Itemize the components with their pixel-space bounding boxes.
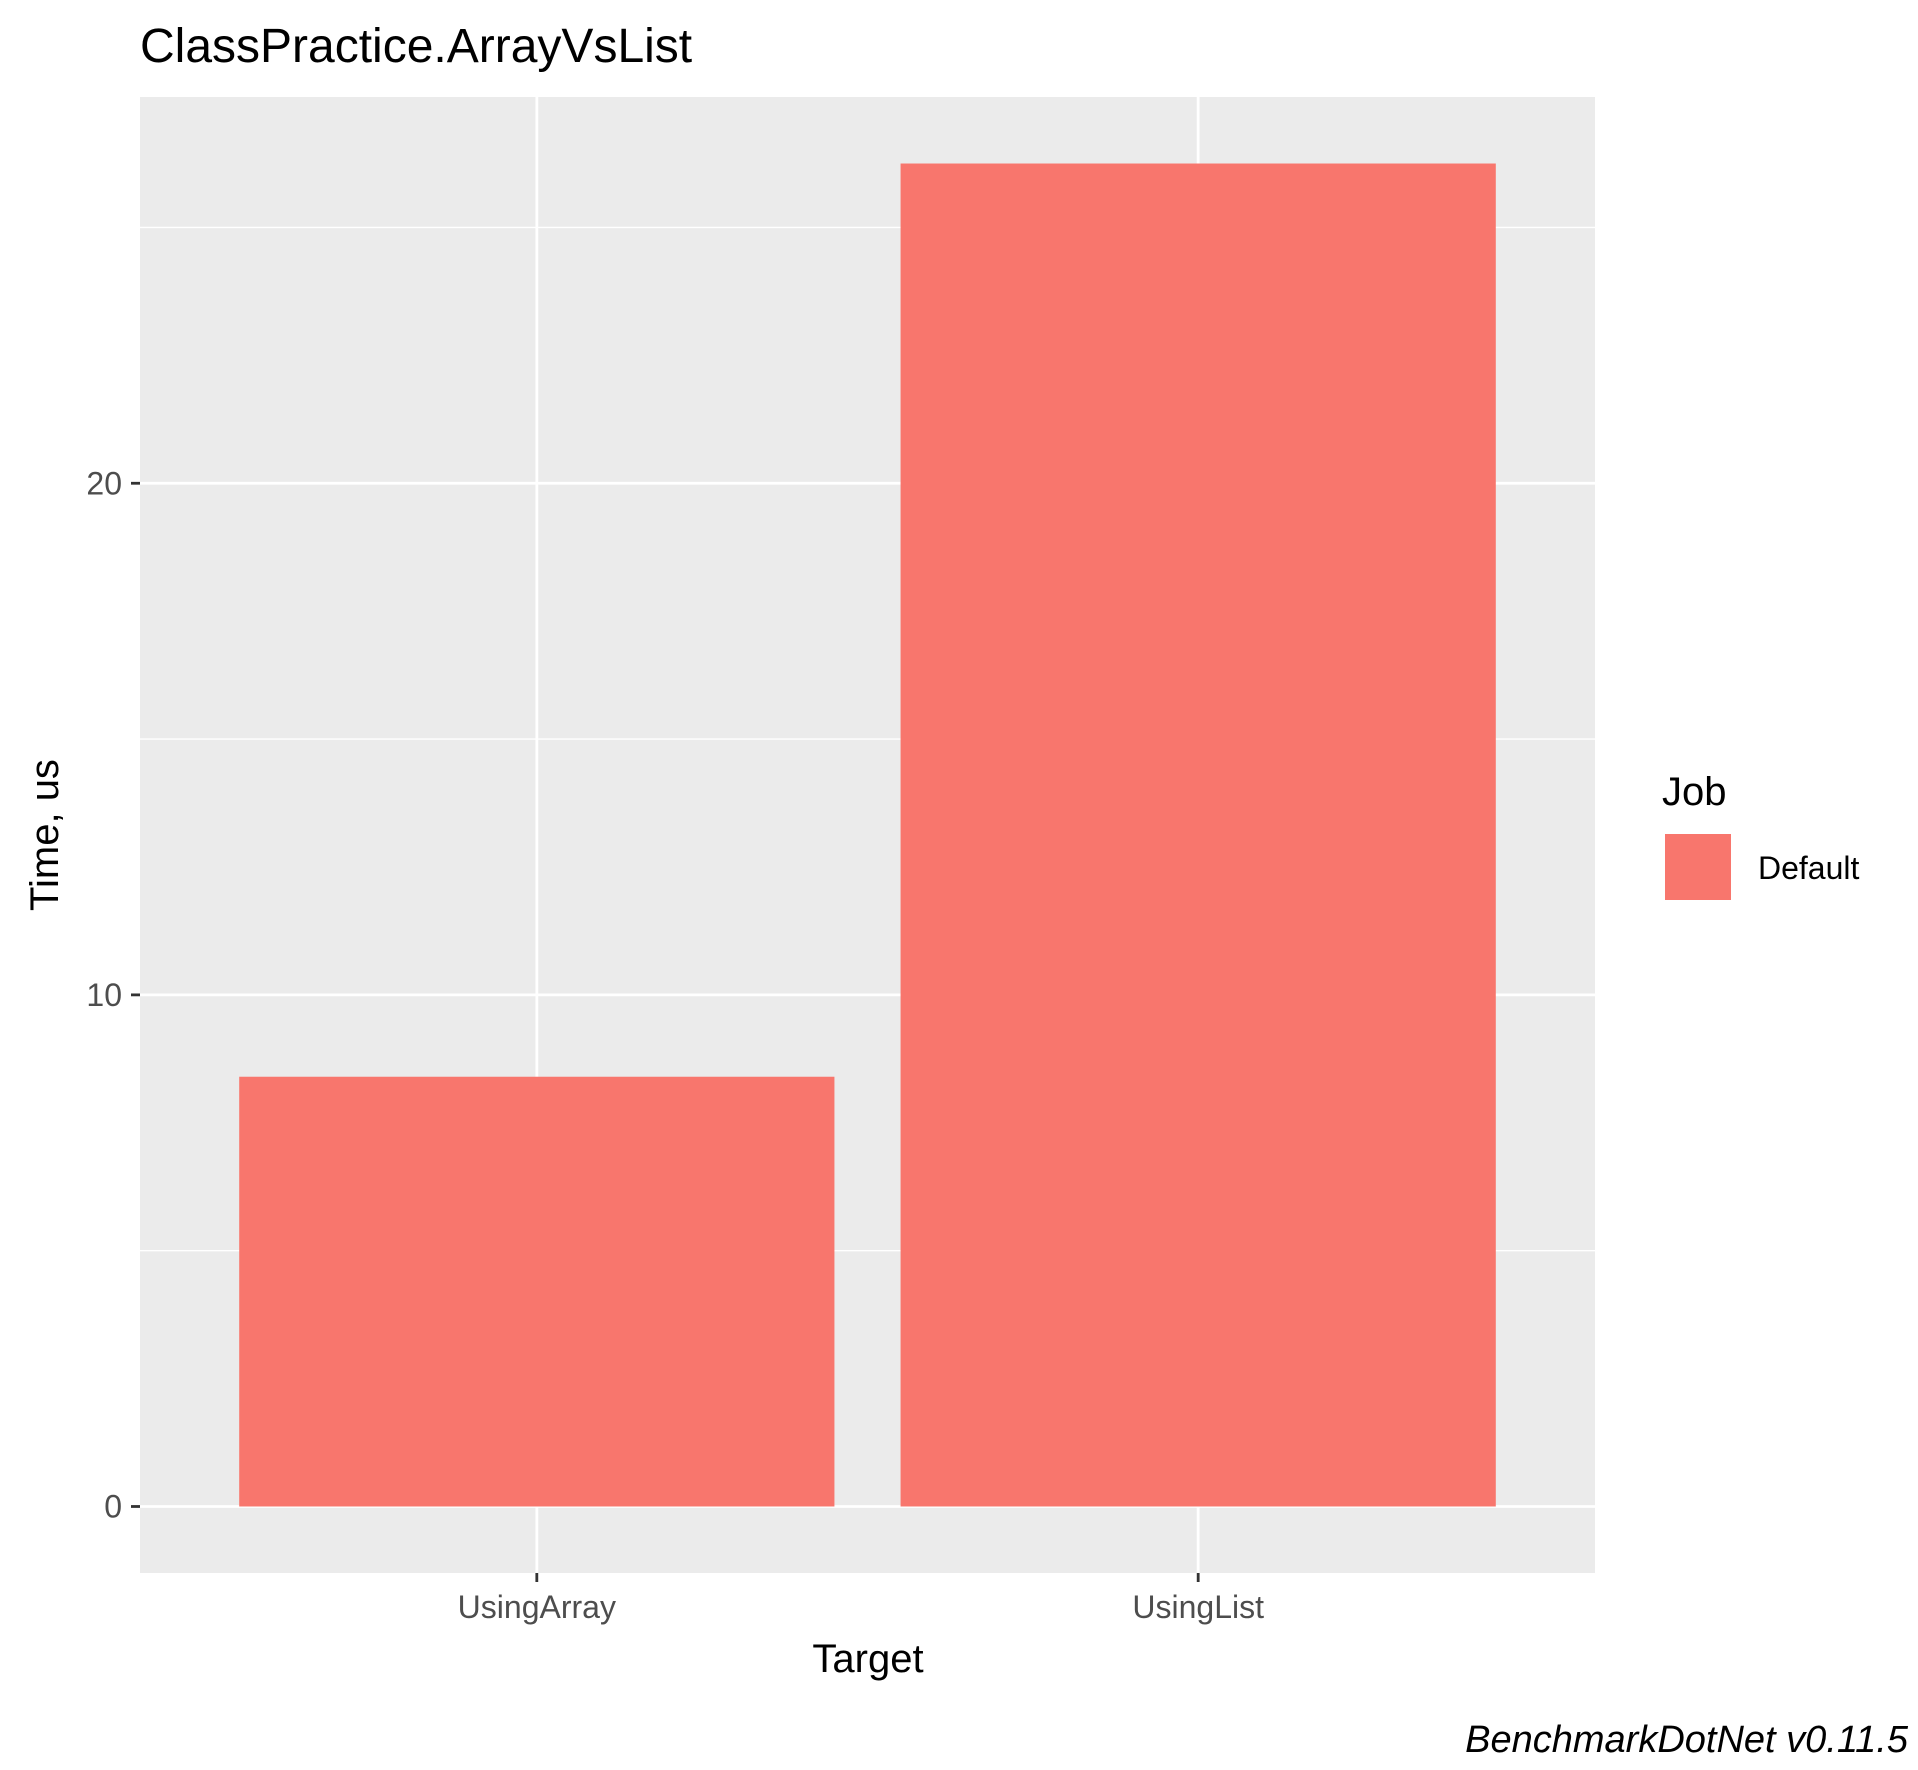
chart-caption: BenchmarkDotNet v0.11.5 — [1465, 1719, 1909, 1761]
legend-key-default — [1665, 834, 1731, 900]
y-tick-label: 0 — [104, 1488, 122, 1524]
chart-title: ClassPractice.ArrayVsList — [140, 20, 692, 73]
x-axis-title: Target — [812, 1637, 923, 1681]
bars — [239, 163, 1496, 1507]
legend-entries: Default — [1665, 834, 1860, 900]
x-tick-label: UsingList — [1132, 1589, 1264, 1625]
y-tick-label: 20 — [86, 465, 122, 501]
legend-title: Job — [1662, 770, 1727, 814]
y-tick-label: 10 — [86, 977, 122, 1013]
legend-label-default: Default — [1758, 850, 1860, 886]
bar-usingarray — [239, 1076, 835, 1507]
x-axis: UsingArray UsingList — [458, 1573, 1264, 1625]
legend: Job Default — [1662, 770, 1860, 900]
x-tick-label: UsingArray — [458, 1589, 616, 1625]
bar-usinglist — [900, 163, 1496, 1507]
y-axis-title: Time, us — [23, 759, 67, 911]
y-axis: 0 10 20 — [86, 465, 140, 1524]
